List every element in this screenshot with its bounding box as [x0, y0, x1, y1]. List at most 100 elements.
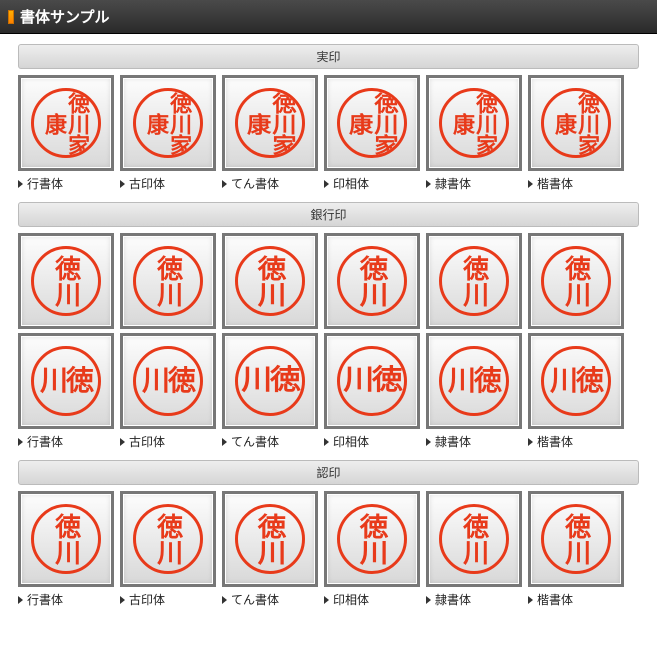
stamp-frame[interactable]: 徳川	[222, 233, 318, 329]
stamp-cell: 徳川行書体	[18, 491, 114, 608]
font-label: 隷書体	[426, 433, 522, 450]
font-label: 古印体	[120, 433, 216, 450]
font-label-text: 隷書体	[435, 433, 471, 450]
stamp-frame[interactable]: 川徳	[222, 333, 318, 429]
arrow-right-icon	[18, 180, 23, 188]
stamp-frame[interactable]: 徳川	[18, 491, 114, 587]
seal-text: 川徳	[40, 366, 92, 395]
font-label: てん書体	[222, 591, 318, 608]
font-label-text: 古印体	[129, 433, 165, 450]
seal-text: 徳川家康	[43, 91, 89, 155]
stamp-frame[interactable]: 川徳	[528, 333, 624, 429]
font-label: てん書体	[222, 433, 318, 450]
font-label: てん書体	[222, 175, 318, 192]
arrow-right-icon	[120, 438, 125, 446]
stamp-cell: 徳川家康隷書体	[426, 75, 522, 192]
stamp-cell: 川徳楷書体	[528, 333, 624, 450]
font-label-text: てん書体	[231, 591, 279, 608]
arrow-right-icon	[18, 596, 23, 604]
seal-text: 徳川家康	[145, 91, 191, 155]
stamp-frame[interactable]: 徳川	[528, 491, 624, 587]
section: 銀行印徳川徳川徳川徳川徳川徳川川徳行書体川徳古印体川徳てん書体川徳印相体川徳隷書…	[18, 202, 639, 450]
stamp-cell: 徳川家康てん書体	[222, 75, 318, 192]
stamp-frame[interactable]: 徳川	[426, 233, 522, 329]
stamp-frame[interactable]: 徳川	[120, 491, 216, 587]
arrow-right-icon	[120, 180, 125, 188]
seal-icon: 徳川	[133, 246, 203, 316]
arrow-right-icon	[324, 596, 329, 604]
section: 認印徳川行書体徳川古印体徳川てん書体徳川印相体徳川隷書体徳川楷書体	[18, 460, 639, 608]
stamp-cell: 徳川家康印相体	[324, 75, 420, 192]
stamp-cell: 川徳行書体	[18, 333, 114, 450]
font-label-text: 印相体	[333, 591, 369, 608]
seal-icon: 徳川	[337, 246, 407, 316]
stamp-frame[interactable]: 徳川家康	[120, 75, 216, 171]
stamp-frame[interactable]: 徳川家康	[426, 75, 522, 171]
stamp-frame[interactable]: 徳川家康	[18, 75, 114, 171]
stamp-frame[interactable]: 徳川	[120, 233, 216, 329]
seal-icon: 徳川	[31, 246, 101, 316]
font-label-text: 楷書体	[537, 591, 573, 608]
font-label: 隷書体	[426, 591, 522, 608]
seal-text: 徳川家康	[553, 91, 599, 155]
stamp-frame[interactable]: 徳川	[18, 233, 114, 329]
seal-icon: 徳川	[439, 504, 509, 574]
stamp-frame[interactable]: 徳川家康	[222, 75, 318, 171]
arrow-right-icon	[528, 180, 533, 188]
seal-icon: 徳川	[133, 504, 203, 574]
seal-text: 徳川	[460, 513, 487, 565]
seal-icon: 徳川	[235, 504, 305, 574]
font-label: 隷書体	[426, 175, 522, 192]
stamp-frame[interactable]: 徳川	[426, 491, 522, 587]
font-label-text: 楷書体	[537, 175, 573, 192]
stamp-frame[interactable]: 徳川家康	[528, 75, 624, 171]
stamp-frame[interactable]: 川徳	[426, 333, 522, 429]
stamp-cell: 徳川古印体	[120, 491, 216, 608]
stamp-cell: 徳川	[120, 233, 216, 329]
font-label: 楷書体	[528, 175, 624, 192]
stamp-frame[interactable]: 川徳	[120, 333, 216, 429]
arrow-right-icon	[426, 180, 431, 188]
font-label: 印相体	[324, 175, 420, 192]
font-label-text: 行書体	[27, 175, 63, 192]
stamp-frame[interactable]: 徳川	[324, 491, 420, 587]
stamp-frame[interactable]: 川徳	[324, 333, 420, 429]
seal-icon: 徳川	[337, 504, 407, 574]
seal-text: 川徳	[448, 366, 500, 395]
font-label: 行書体	[18, 175, 114, 192]
stamp-frame[interactable]: 川徳	[18, 333, 114, 429]
seal-icon: 徳川家康	[439, 88, 509, 158]
font-label: 行書体	[18, 433, 114, 450]
stamp-frame[interactable]: 徳川	[324, 233, 420, 329]
stamp-frame[interactable]: 徳川	[222, 491, 318, 587]
stamp-frame[interactable]: 徳川	[528, 233, 624, 329]
seal-text: 徳川	[154, 513, 181, 565]
font-label-text: 印相体	[333, 175, 369, 192]
seal-icon: 徳川	[31, 504, 101, 574]
font-label-text: 楷書体	[537, 433, 573, 450]
stamp-cell: 川徳古印体	[120, 333, 216, 450]
seal-icon: 川徳	[439, 346, 509, 416]
font-label-text: 印相体	[333, 433, 369, 450]
page-title: 書体サンプル	[20, 6, 110, 27]
stamp-frame[interactable]: 徳川家康	[324, 75, 420, 171]
seal-icon: 川徳	[541, 346, 611, 416]
seal-text: 徳川	[52, 513, 79, 565]
seal-text: 川徳	[142, 366, 194, 395]
seal-text: 徳川	[52, 255, 79, 307]
stamp-cell: 徳川	[18, 233, 114, 329]
font-label: 楷書体	[528, 591, 624, 608]
seal-text: 徳川	[255, 513, 285, 565]
seal-icon: 徳川家康	[337, 88, 407, 158]
stamp-cell: 徳川隷書体	[426, 491, 522, 608]
stamp-cell: 徳川楷書体	[528, 491, 624, 608]
stamp-cell: 徳川家康楷書体	[528, 75, 624, 192]
section-title: 認印	[18, 460, 639, 485]
font-label-text: 隷書体	[435, 591, 471, 608]
seal-text: 徳川	[562, 255, 589, 307]
seal-text: 徳川	[255, 255, 285, 307]
seal-icon: 徳川家康	[133, 88, 203, 158]
font-label: 印相体	[324, 433, 420, 450]
seal-icon: 徳川家康	[235, 88, 305, 158]
arrow-right-icon	[528, 596, 533, 604]
